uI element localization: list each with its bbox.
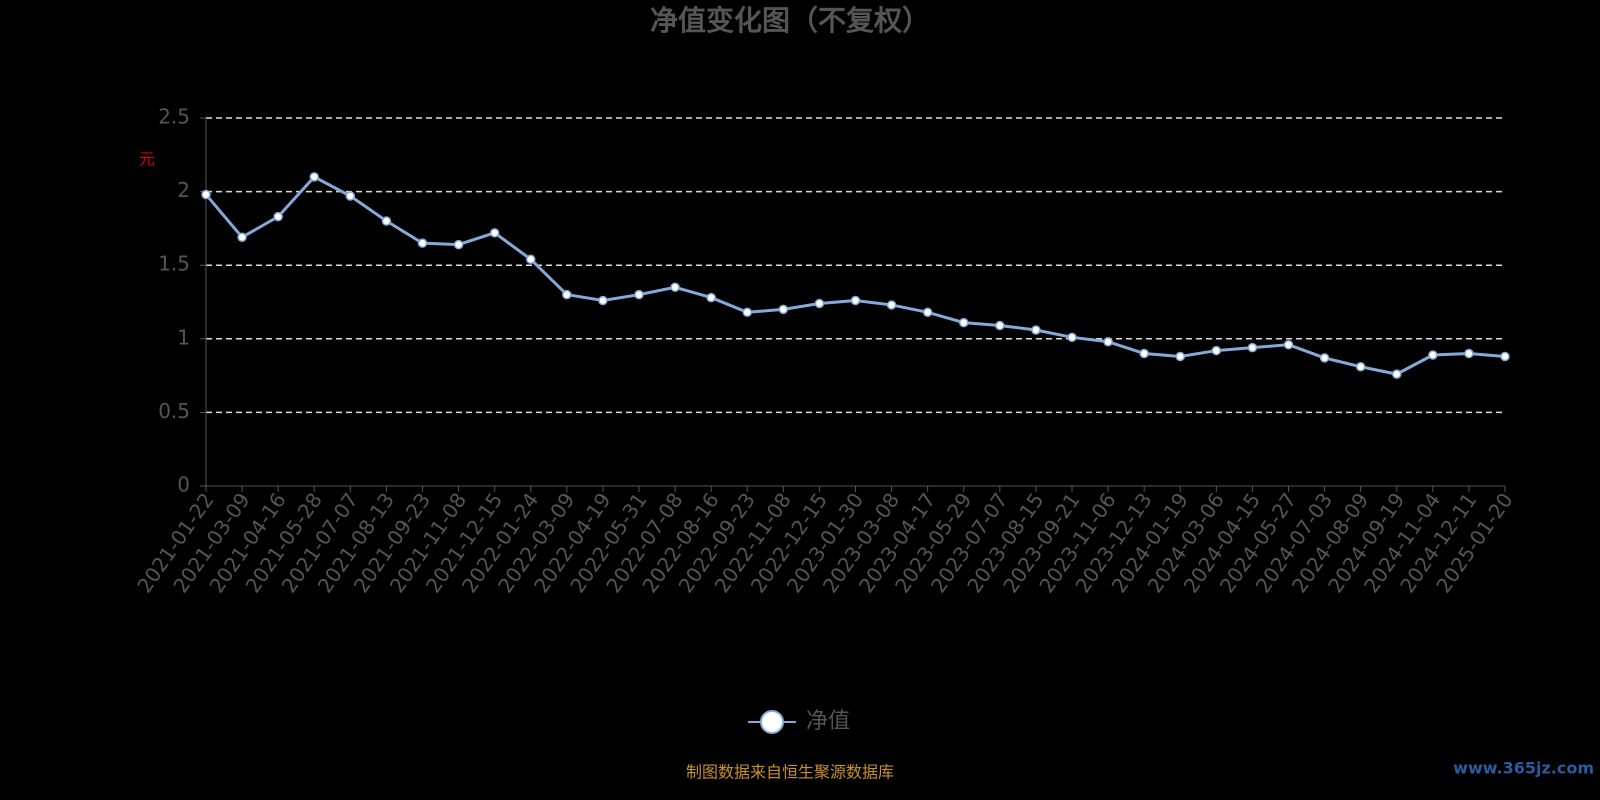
point [922,307,933,318]
point [489,228,500,238]
point [1067,332,1077,343]
point [670,282,680,293]
y-axis-label: 元 [139,150,155,169]
point [1031,325,1041,335]
legend-marker [760,710,784,734]
point [345,191,356,201]
point [995,320,1005,331]
watermark: www.365jz.com [1453,759,1594,778]
point [1175,351,1185,362]
point [1139,348,1149,359]
point [778,304,789,315]
y-tick-label: 1 [177,325,190,349]
chart-title: 净值变化图（不复权） [650,4,930,37]
point [1103,336,1113,347]
point [1355,362,1366,372]
point [1392,369,1402,379]
point [1500,351,1510,362]
point [453,239,464,250]
point [417,238,428,248]
point [381,216,392,226]
point [1283,339,1294,350]
point [562,289,572,300]
point [526,254,536,265]
y-tick-label: 1.5 [158,252,190,276]
point [742,307,752,318]
point [1464,348,1474,359]
y-tick-label: 0 [177,473,190,497]
point [273,211,283,222]
point [237,232,247,242]
legend-label: 净值 [806,709,850,734]
point [634,289,644,300]
point [598,295,608,306]
point [201,189,211,200]
point [850,295,861,306]
point [1319,353,1330,363]
point [959,317,969,328]
series-line [204,175,1506,376]
point [886,300,897,310]
point [706,292,716,303]
point [309,172,319,182]
point [1247,342,1258,353]
y-tick-label: 2.5 [158,105,190,129]
y-tick-label: 2 [177,178,190,202]
y-tick-label: 0.5 [158,399,190,423]
source-note: 制图数据来自恒生聚源数据库 [686,763,894,782]
point [1428,350,1438,360]
point [1211,345,1222,356]
point [814,298,825,309]
